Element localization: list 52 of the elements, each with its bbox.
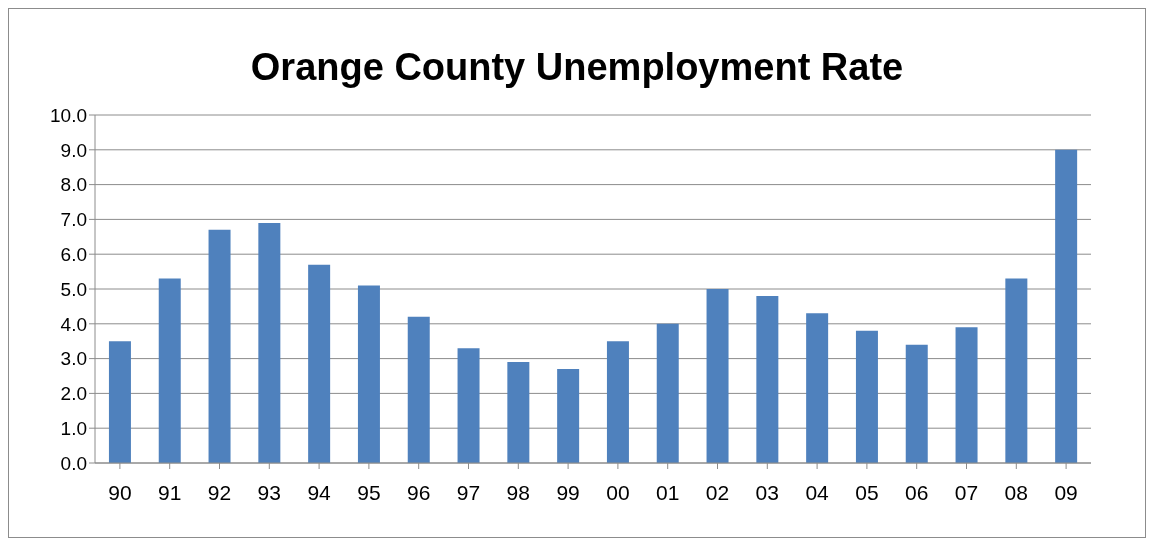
bar — [955, 327, 978, 463]
x-tick-label: 03 — [755, 480, 779, 504]
x-tick-label: 90 — [108, 480, 132, 504]
y-tick-label: 2.0 — [60, 383, 87, 405]
bar — [158, 278, 181, 463]
x-tick-label: 08 — [1004, 480, 1028, 504]
bar — [108, 341, 131, 463]
bar — [308, 264, 331, 463]
bar — [905, 344, 928, 463]
x-tick-label: 04 — [805, 480, 830, 504]
x-tick-label: 98 — [506, 480, 530, 504]
y-tick-label: 3.0 — [60, 348, 87, 370]
y-tick-label: 4.0 — [60, 313, 87, 335]
y-tick-label: 6.0 — [60, 243, 87, 265]
x-tick-label: 99 — [556, 480, 580, 504]
x-tick-label: 07 — [954, 480, 979, 504]
bar — [1005, 278, 1028, 463]
x-tick-label: 93 — [257, 480, 281, 504]
x-tick-label: 97 — [456, 480, 481, 504]
y-tick-label: 9.0 — [60, 139, 87, 161]
bar — [855, 330, 878, 463]
bar — [457, 348, 480, 463]
y-tick-label: 7.0 — [60, 209, 87, 231]
bar — [656, 323, 679, 463]
x-tick-label: 05 — [855, 480, 879, 504]
bar — [407, 316, 430, 463]
bar — [706, 289, 729, 463]
y-tick-label: 8.0 — [60, 174, 87, 196]
chart-title: Orange County Unemployment Rate — [249, 45, 905, 88]
bar — [208, 229, 231, 463]
bar — [606, 341, 629, 463]
bar — [507, 362, 530, 463]
x-tick-label: 01 — [656, 480, 680, 504]
y-tick-label: 0.0 — [60, 452, 87, 474]
bar — [1055, 149, 1078, 463]
x-tick-label: 91 — [158, 480, 182, 504]
bar — [806, 313, 829, 463]
x-tick-label: 92 — [207, 480, 232, 504]
bar — [258, 222, 281, 463]
x-tick-label: 02 — [705, 480, 730, 504]
bar — [557, 369, 580, 463]
x-tick-label: 06 — [905, 480, 929, 504]
x-tick-label: 09 — [1054, 480, 1078, 504]
y-tick-label: 5.0 — [60, 278, 87, 300]
x-tick-label: 95 — [357, 480, 381, 504]
x-tick-label: 94 — [307, 480, 332, 504]
bar — [357, 285, 380, 463]
x-tick-label: 96 — [407, 480, 431, 504]
y-tick-label: 10.0 — [50, 104, 87, 126]
bar — [756, 295, 779, 463]
x-tick-label: 00 — [606, 480, 630, 504]
y-tick-label: 1.0 — [60, 417, 87, 439]
